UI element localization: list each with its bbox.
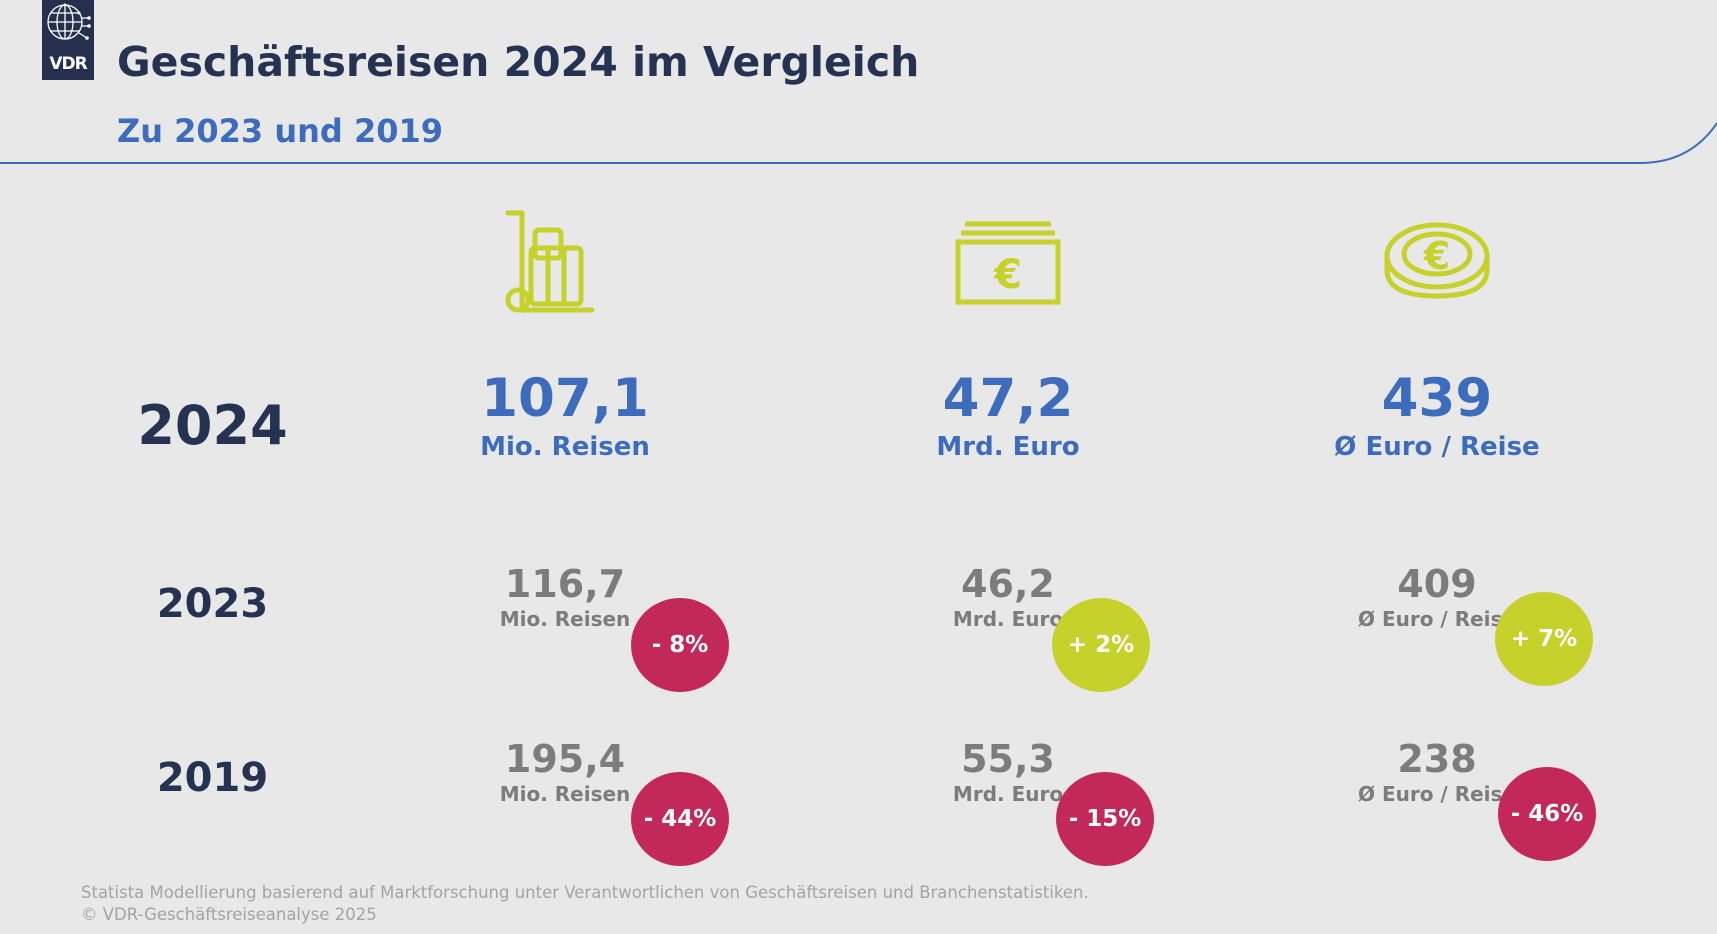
spend-2024-value: 47,2 xyxy=(942,368,1074,429)
logo-text: VDR xyxy=(49,54,87,74)
change-badge-spend-2023: + 2% xyxy=(1052,598,1150,692)
banknotes-euro-icon: € xyxy=(955,221,1061,305)
avg-2023-unit: Ø Euro / Reise xyxy=(1358,607,1516,631)
trips-2019-value: 195,4 xyxy=(504,737,626,781)
svg-text:€: € xyxy=(1423,234,1450,278)
trips-2019: 195,4 Mio. Reisen xyxy=(405,736,725,806)
trips-2023: 116,7 Mio. Reisen xyxy=(405,561,725,631)
svg-text:€: € xyxy=(993,252,1022,298)
change-badge-avg-2023: + 7% xyxy=(1495,592,1593,686)
spend-2023: 46,2 Mrd. Euro xyxy=(848,561,1168,631)
euro-coin-icon: € xyxy=(1384,222,1490,299)
page-subtitle: Zu 2023 und 2019 xyxy=(117,112,443,150)
change-badge-trips-2023: - 8% xyxy=(631,598,729,692)
page-title: Geschäftsreisen 2024 im Vergleich xyxy=(117,38,920,86)
year-2019: 2019 xyxy=(156,755,269,801)
avg-2019-unit: Ø Euro / Reise xyxy=(1358,782,1516,806)
change-badge-avg-2019: - 46% xyxy=(1498,767,1596,861)
spend-2019-unit: Mrd. Euro xyxy=(952,782,1064,806)
source-note: Statista Modellierung basierend auf Mark… xyxy=(81,882,1089,926)
spend-2023-value: 46,2 xyxy=(961,562,1055,606)
trips-2023-unit: Mio. Reisen xyxy=(499,607,631,631)
vdr-logo: VDR xyxy=(42,0,94,80)
avg-2023: 409 Ø Euro / Reise xyxy=(1277,561,1597,631)
spend-2019: 55,3 Mrd. Euro xyxy=(848,736,1168,806)
trips-2019-unit: Mio. Reisen xyxy=(499,782,631,806)
year-2024: 2024 xyxy=(137,394,288,457)
header-divider xyxy=(0,122,1717,164)
avg-2023-value: 409 xyxy=(1397,562,1477,606)
trips-2024-value: 107,1 xyxy=(481,368,649,429)
luggage-trolley-icon xyxy=(505,210,595,313)
avg-2019: 238 Ø Euro / Reise xyxy=(1277,736,1597,806)
globe-network-icon xyxy=(47,3,91,40)
spend-2019-value: 55,3 xyxy=(961,737,1055,781)
trips-2023-value: 116,7 xyxy=(504,562,626,606)
trips-2024: 107,1 Mio. Reisen xyxy=(405,368,725,464)
trips-2024-unit: Mio. Reisen xyxy=(480,432,650,462)
spend-2024: 47,2 Mrd. Euro xyxy=(848,368,1168,464)
change-badge-trips-2019: - 44% xyxy=(631,772,729,866)
avg-2019-value: 238 xyxy=(1397,737,1477,781)
source-text: Statista Modellierung basierend auf Mark… xyxy=(81,883,1089,902)
avg-2024: 439 Ø Euro / Reise xyxy=(1277,368,1597,464)
change-badge-spend-2019: - 15% xyxy=(1056,772,1154,866)
avg-2024-value: 439 xyxy=(1381,368,1493,429)
avg-2024-unit: Ø Euro / Reise xyxy=(1334,432,1540,462)
spend-2023-unit: Mrd. Euro xyxy=(952,607,1064,631)
copyright-text: © VDR-Geschäftsreiseanalyse 2025 xyxy=(81,905,377,924)
year-2023: 2023 xyxy=(156,581,269,627)
spend-2024-unit: Mrd. Euro xyxy=(936,432,1080,462)
